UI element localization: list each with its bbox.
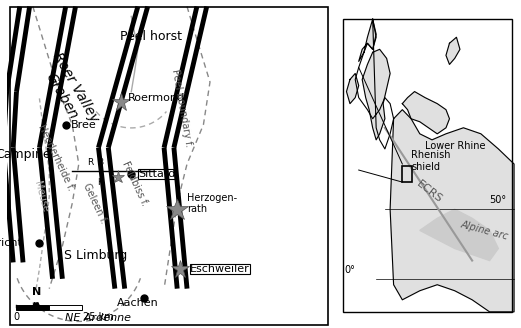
Text: Sittard: Sittard xyxy=(138,169,175,179)
Text: Peel boundary f.: Peel boundary f. xyxy=(170,69,194,148)
Text: Feldbiss f.: Feldbiss f. xyxy=(120,160,149,208)
Text: Lower Rhine: Lower Rhine xyxy=(425,141,486,151)
Text: S Limburg: S Limburg xyxy=(64,249,127,262)
Text: 0: 0 xyxy=(14,312,19,322)
Text: B: B xyxy=(97,158,103,167)
Text: 25 km: 25 km xyxy=(83,312,114,322)
Text: ECRS: ECRS xyxy=(415,179,444,205)
Text: Peel horst: Peel horst xyxy=(120,30,182,43)
Polygon shape xyxy=(446,37,460,64)
Bar xyxy=(49,305,82,310)
Polygon shape xyxy=(362,49,390,140)
Text: Bree: Bree xyxy=(70,120,96,130)
Text: Roermond: Roermond xyxy=(128,93,185,103)
Text: H: H xyxy=(97,177,104,187)
Text: NE Ardenne: NE Ardenne xyxy=(66,313,131,323)
Polygon shape xyxy=(420,209,498,260)
Polygon shape xyxy=(402,92,450,134)
Text: Roer Valley
Graben: Roer Valley Graben xyxy=(36,51,102,133)
Polygon shape xyxy=(390,110,514,312)
Text: Aachen: Aachen xyxy=(117,298,159,308)
Text: 0°: 0° xyxy=(345,265,356,275)
Text: 50°: 50° xyxy=(490,195,507,205)
Polygon shape xyxy=(346,73,358,104)
Text: Eschweiler: Eschweiler xyxy=(190,264,250,274)
Bar xyxy=(402,166,412,182)
Polygon shape xyxy=(358,19,376,61)
Text: N: N xyxy=(32,287,41,297)
Text: Geleen f.: Geleen f. xyxy=(81,182,109,225)
Text: Meuse: Meuse xyxy=(32,180,50,214)
Text: R: R xyxy=(87,158,93,167)
Text: Rhenish
shield: Rhenish shield xyxy=(411,151,451,172)
Text: Maastricht: Maastricht xyxy=(0,238,23,248)
Text: Campine: Campine xyxy=(0,148,51,161)
Bar xyxy=(17,305,49,310)
Text: Alpine arc: Alpine arc xyxy=(460,219,510,241)
Text: Heerlerheide f.: Heerlerheide f. xyxy=(36,123,76,192)
Text: Herzogen-
rath: Herzogen- rath xyxy=(187,193,237,214)
